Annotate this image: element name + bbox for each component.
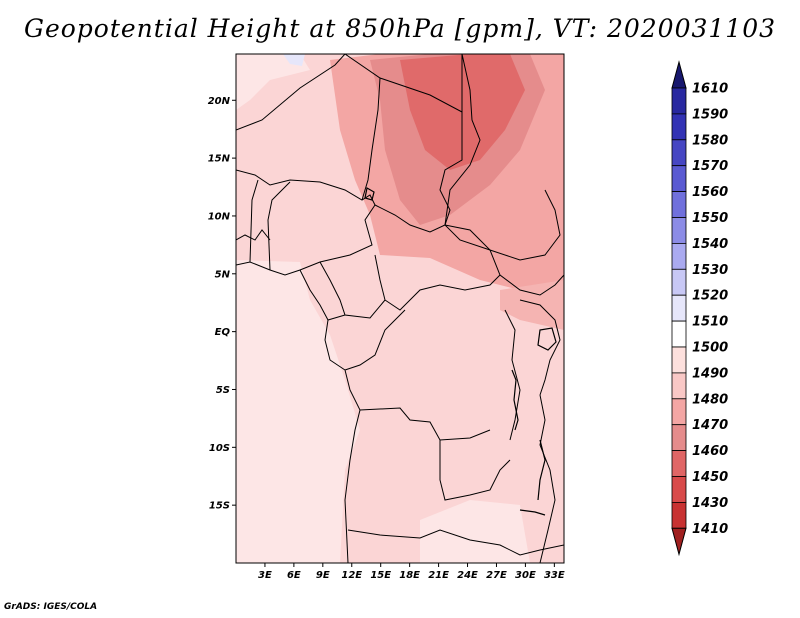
colorbar-swatch: [671, 346, 687, 374]
border-chad: [374, 112, 463, 233]
lon-tick-label: 15E: [370, 570, 391, 581]
colorbar-level-label: 1480: [692, 392, 728, 407]
map-title: Geopotential Height at 850hPa [gpm], VT:…: [23, 14, 777, 43]
height-fill-northwest-light: [236, 54, 310, 110]
colorbar-swatch: [671, 476, 687, 503]
lon-tick-label: 30E: [515, 570, 536, 581]
colorbar-level-label: 1610: [692, 82, 728, 97]
colorbar-level-label: 1590: [692, 107, 728, 122]
colorbar-swatch: [671, 424, 687, 452]
colorbar-level-label: 1520: [692, 289, 728, 304]
colorbar-level-label: 1490: [692, 366, 728, 381]
colorbar-level-label: 1510: [692, 315, 728, 330]
colorbar-level-label: 1410: [692, 522, 728, 537]
lat-tick-label: 5S: [216, 385, 230, 396]
lat-tick-label: 20N: [208, 96, 231, 107]
border-uganda-kenya: [519, 299, 561, 396]
coastline-central-west: [324, 319, 361, 563]
colorbar: 1610 1590 1580 1570 1560 1550 1540 1530 1520 1510…: [671, 60, 728, 557]
latitude-axis: 20N 15N 10N 5N EQ 5S 10S 15S: [208, 96, 236, 512]
colorbar-level-label: 1580: [692, 133, 728, 148]
coastline-west-africa: [236, 169, 376, 276]
colorbar-swatch: [671, 501, 687, 529]
border-ghana-burkina: [249, 179, 259, 263]
lake-tanganyika: [511, 369, 519, 431]
colorbar-swatch: [671, 87, 687, 115]
border-nigeria-cameroon: [299, 269, 346, 321]
border-drc-angola: [359, 407, 491, 441]
height-fill-blue-patch: [283, 54, 305, 66]
colorbar-level-label: 1550: [692, 211, 728, 226]
border-ghana-togo: [236, 229, 271, 241]
colorbar-level-label: 1450: [692, 470, 728, 485]
border-drc-east: [504, 309, 521, 441]
border-benin: [267, 181, 291, 271]
border-congo-gabon: [344, 309, 406, 371]
map-plot: [236, 54, 564, 563]
colorbar-swatch: [671, 320, 687, 348]
colorbar-level-label: 1540: [692, 237, 728, 252]
colorbar-swatch: [671, 191, 687, 218]
colorbar-swatch: [671, 398, 687, 426]
lon-tick-label: 3E: [258, 570, 272, 581]
border-niger-libya: [344, 54, 463, 113]
colorbar-swatch: [671, 113, 687, 141]
lat-tick-label: 5N: [215, 269, 231, 280]
colorbar-swatch: [671, 217, 687, 244]
longitude-axis: 3E 6E 9E 12E 15E 18E 21E 24E 27E 30E 33E: [258, 563, 565, 581]
colorbar-level-label: 1430: [692, 496, 728, 511]
colorbar-level-label: 1570: [692, 159, 728, 174]
lon-tick-label: 12E: [341, 570, 362, 581]
height-fill-ocean-light: [236, 260, 360, 563]
border-south-sudan: [444, 224, 564, 296]
lon-tick-label: 6E: [287, 570, 301, 581]
lon-tick-label: 24E: [457, 570, 478, 581]
lon-tick-label: 27E: [486, 570, 507, 581]
colorbar-level-label: 1460: [692, 444, 728, 459]
colorbar-swatch: [671, 165, 687, 192]
plot-frame: [235, 53, 565, 564]
colorbar-level-label: 1560: [692, 185, 728, 200]
border-cameroon: [319, 261, 386, 319]
colorbar-level-label: 1500: [692, 341, 728, 356]
colorbar-swatch: [671, 242, 687, 270]
lon-tick-label: 9E: [316, 570, 330, 581]
lon-tick-label: 33E: [544, 570, 565, 581]
colorbar-bottom-cap: [671, 527, 687, 557]
border-namibia-botswana: [347, 529, 564, 556]
border-zambia: [439, 440, 511, 501]
lat-tick-label: EQ: [215, 327, 231, 338]
lat-tick-label: 10S: [209, 443, 230, 454]
colorbar-swatch: [671, 268, 687, 296]
border-car: [374, 254, 501, 311]
border-mali-algeria: [236, 54, 346, 131]
lake-kariba: [519, 509, 546, 516]
colorbar-top-cap: [671, 60, 687, 89]
border-tanzania-mozambique: [539, 394, 556, 563]
lakes: [364, 187, 557, 516]
border-sudan: [444, 54, 561, 261]
lake-malawi: [537, 439, 546, 501]
border-niger-east: [361, 77, 381, 201]
colorbar-swatch: [671, 294, 687, 322]
colorbar-swatch: [671, 372, 687, 400]
lon-tick-label: 21E: [428, 570, 449, 581]
height-fill-south-light: [420, 500, 530, 563]
lon-tick-label: 18E: [399, 570, 420, 581]
lat-tick-label: 15S: [209, 501, 230, 512]
lat-tick-label: 10N: [208, 211, 231, 222]
colorbar-level-label: 1470: [692, 418, 728, 433]
lat-tick-label: 15N: [208, 154, 231, 165]
lake-chad: [364, 187, 375, 201]
colorbar-level-label: 1530: [692, 263, 728, 278]
colorbar-swatch: [671, 450, 687, 477]
colorbar-swatch: [671, 139, 687, 167]
height-fill-east-patch: [500, 280, 564, 330]
lake-victoria: [537, 327, 557, 351]
country-borders: [236, 54, 564, 563]
grads-credit: GrADS: IGES/COLA: [4, 602, 98, 612]
